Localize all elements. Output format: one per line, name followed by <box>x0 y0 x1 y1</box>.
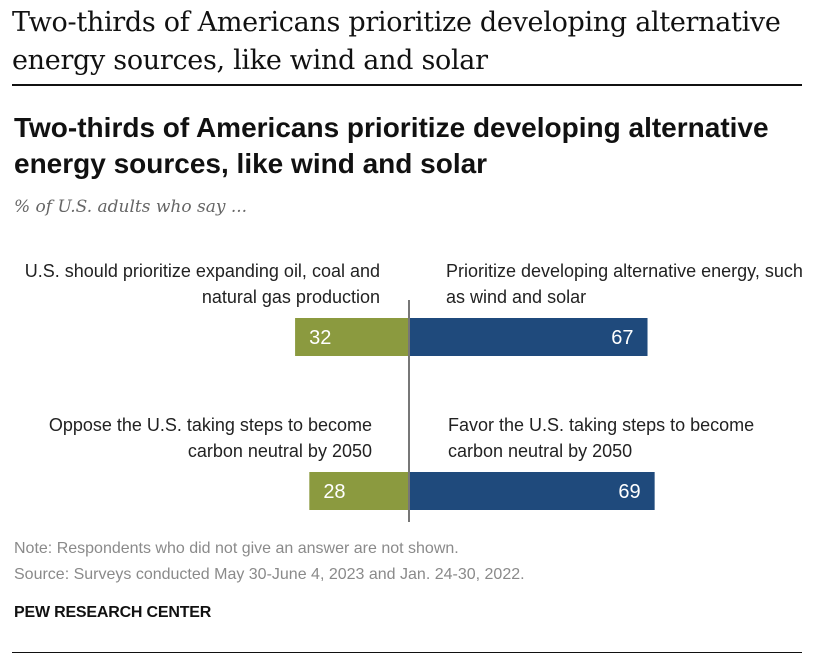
pew-logo-text: PEW RESEARCH CENTER <box>14 604 212 621</box>
row-1-right-label: Prioritize developing alternative energy… <box>446 261 803 307</box>
chart-source: Source: Surveys conducted May 30-June 4,… <box>14 566 525 583</box>
value-label-left-row-2: 28 <box>323 481 345 503</box>
value-label-right-row-2: 69 <box>618 481 640 503</box>
bar-left-row-2 <box>309 472 409 510</box>
value-label-right-row-1: 67 <box>611 327 633 349</box>
row-2-right-label: Favor the U.S. taking steps to become ca… <box>448 415 755 461</box>
bar-left-row-1 <box>295 318 409 356</box>
chart-title: Two-thirds of Americans prioritize devel… <box>14 112 769 179</box>
row-1-left-label: U.S. should prioritize expanding oil, co… <box>24 261 380 307</box>
row-2-left-label: Oppose the U.S. taking steps to become c… <box>48 415 372 461</box>
footer-divider <box>12 652 802 653</box>
chart-subtitle: % of U.S. adults who say ... <box>14 197 248 217</box>
headline-divider <box>12 84 802 86</box>
article-headline: Two-thirds of Americans prioritize devel… <box>12 7 781 76</box>
bar-right-row-1 <box>409 318 648 356</box>
bar-right-row-2 <box>409 472 655 510</box>
chart-note: Note: Respondents who did not give an an… <box>14 540 459 557</box>
value-label-left-row-1: 32 <box>309 327 331 349</box>
